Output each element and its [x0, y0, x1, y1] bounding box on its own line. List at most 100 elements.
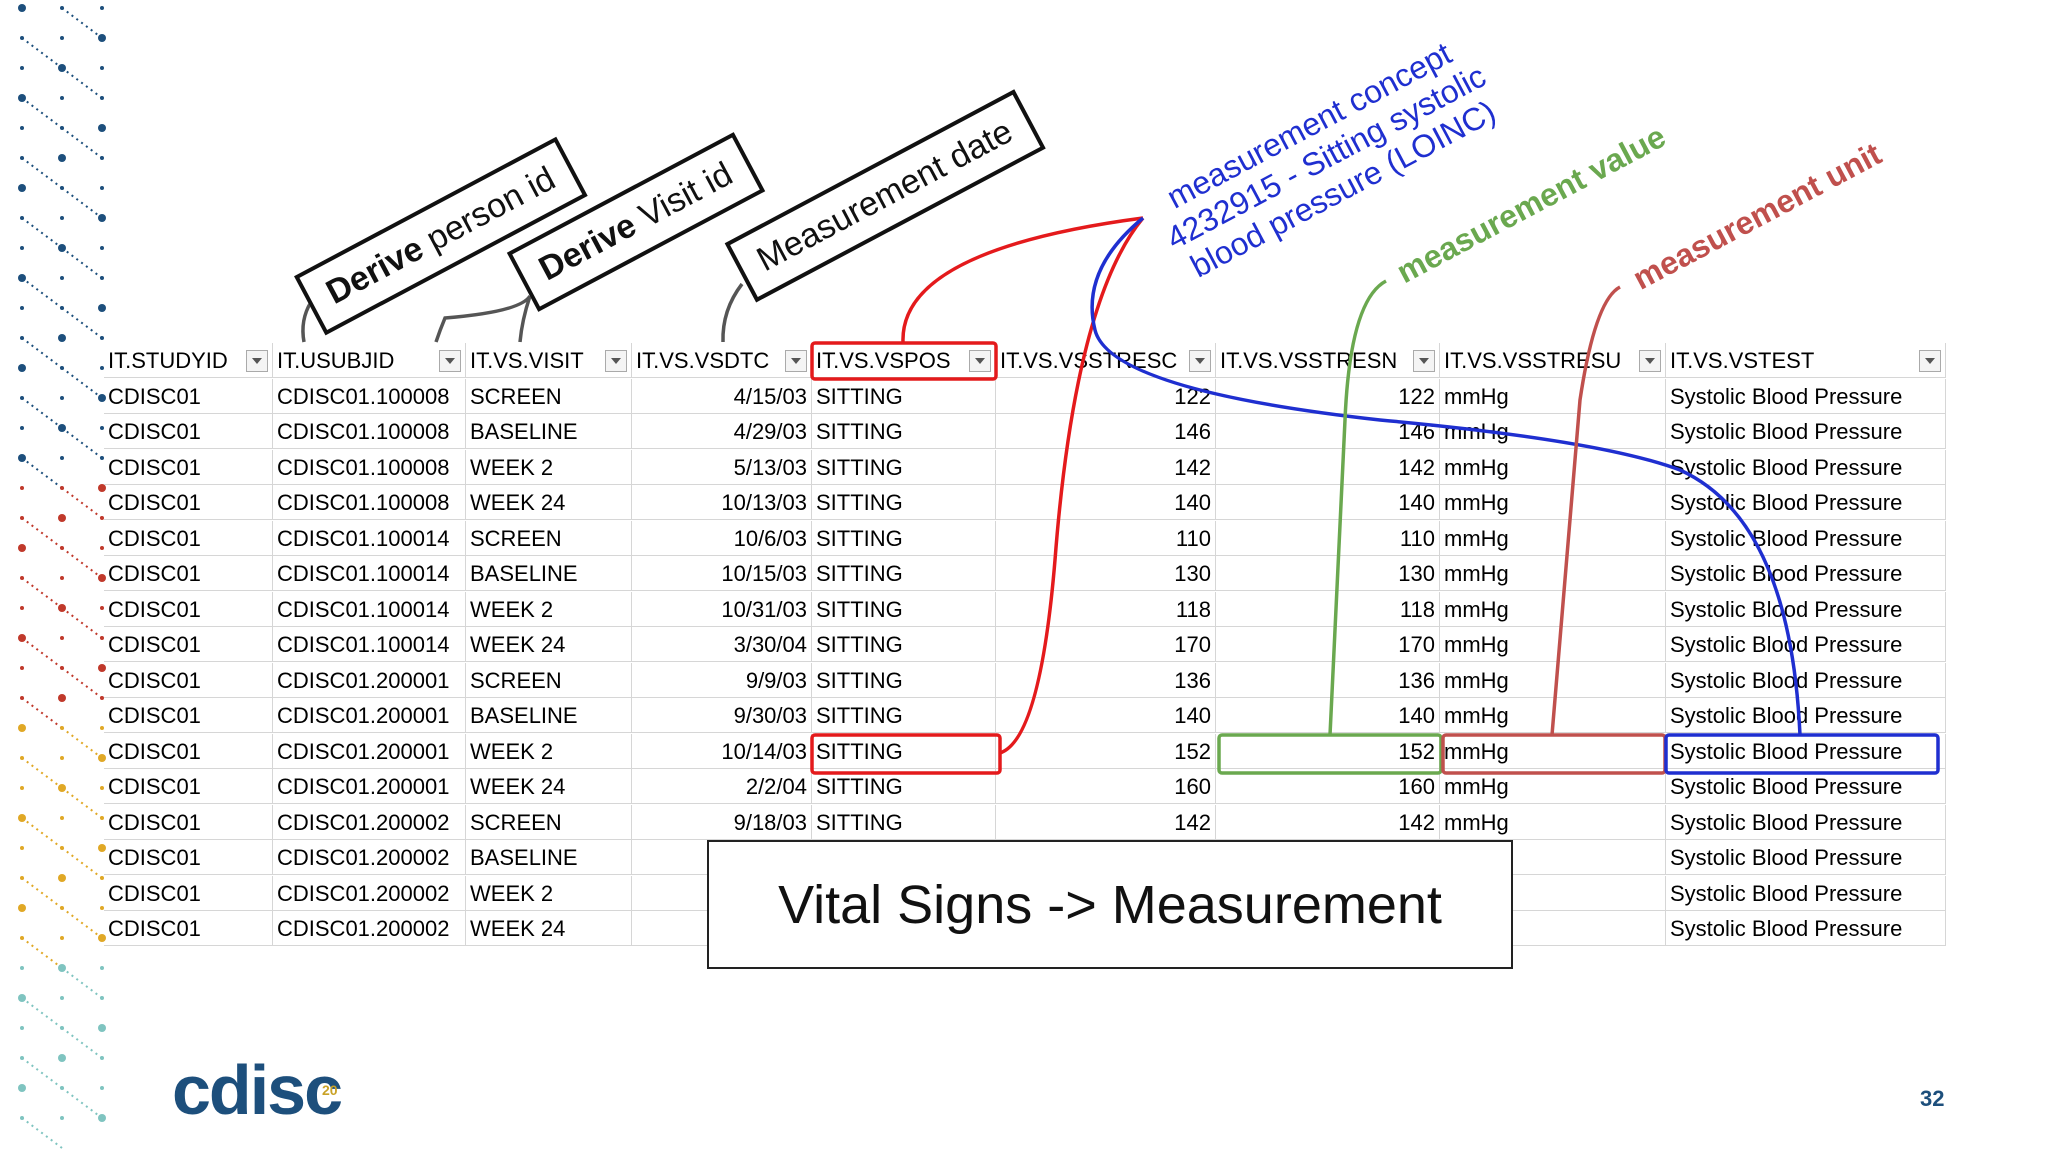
table-cell: WEEK 24: [466, 627, 632, 662]
deco-line: [21, 1117, 63, 1149]
deco-dot: [100, 246, 104, 250]
deco-line: [61, 607, 103, 639]
deco-dot: [20, 846, 24, 850]
deco-dot: [98, 34, 106, 42]
filter-button[interactable]: [605, 350, 627, 372]
table-cell: mmHg: [1440, 520, 1666, 556]
connector: [434, 294, 532, 343]
page-number: 32: [1920, 1086, 1945, 1111]
table-cell: 9/18/03: [632, 804, 812, 840]
table-cell: Systolic Blood Pressure: [1666, 769, 1946, 804]
table-cell: 2/2/04: [632, 769, 812, 804]
deco-line: [61, 787, 103, 819]
deco-dot: [98, 754, 106, 762]
deco-line: [21, 877, 63, 909]
table-cell: mmHg: [1440, 485, 1666, 520]
deco-dot: [100, 276, 104, 280]
table-cell: WEEK 24: [466, 769, 632, 804]
table-cell: CDISC01: [104, 840, 273, 875]
deco-line: [21, 577, 63, 609]
table-cell: BASELINE: [466, 414, 632, 449]
table-cell: SITTING: [812, 627, 996, 662]
deco-dot: [60, 216, 64, 220]
deco-dot: [100, 186, 104, 190]
deco-dot: [20, 606, 24, 610]
deco-line: [61, 1087, 103, 1119]
deco-dot: [20, 66, 24, 70]
deco-line: [61, 427, 103, 459]
filter-button[interactable]: [785, 350, 807, 372]
table-cell: CDISC01.100014: [273, 556, 466, 591]
table-cell: CDISC01: [104, 378, 273, 414]
deco-dot: [100, 456, 104, 460]
table-cell: 118: [996, 591, 1216, 627]
table-cell: Systolic Blood Pressure: [1666, 662, 1946, 698]
deco-dot: [98, 304, 106, 312]
table-cell: SCREEN: [466, 662, 632, 698]
table-cell: 9/30/03: [632, 698, 812, 733]
deco-line: [21, 817, 63, 849]
table-cell: CDISC01.200002: [273, 911, 466, 946]
deco-line: [61, 667, 103, 699]
deco-dot: [100, 546, 104, 550]
table-cell: 3/30/04: [632, 627, 812, 662]
table-cell: CDISC01: [104, 485, 273, 520]
deco-dot: [58, 334, 66, 342]
table-cell: 10/15/03: [632, 556, 812, 591]
deco-dot: [18, 364, 26, 372]
table-cell: CDISC01: [104, 804, 273, 840]
column-header: IT.VS.VSSTRESU: [1440, 343, 1666, 378]
connectors: [301, 216, 1940, 775]
table-cell: [1440, 840, 1666, 875]
deco-dot: [100, 906, 104, 910]
connector: [301, 301, 313, 343]
table-cell: SITTING: [812, 662, 996, 698]
table-cell: SCREEN: [466, 378, 632, 414]
table-cell: CDISC01: [104, 414, 273, 449]
table-cell: 110: [996, 520, 1216, 556]
filter-button[interactable]: [1189, 350, 1211, 372]
table-cell: CDISC01: [104, 733, 273, 769]
deco-dot: [60, 816, 64, 820]
table-cell: mmHg: [1440, 769, 1666, 804]
table-cell: 5/13/03: [632, 449, 812, 485]
table-cell: 136: [1216, 662, 1440, 698]
table-cell: CDISC01: [104, 449, 273, 485]
table-cell: 142: [1216, 449, 1440, 485]
filter-button[interactable]: [1413, 350, 1435, 372]
table-cell: 160: [996, 769, 1216, 804]
filter-button[interactable]: [439, 350, 461, 372]
filter-button[interactable]: [246, 350, 268, 372]
deco-dot: [100, 786, 104, 790]
deco-dot: [98, 574, 106, 582]
deco-line: [21, 97, 63, 129]
filter-button[interactable]: [1919, 350, 1941, 372]
table-cell: BASELINE: [466, 698, 632, 733]
table-cell: 140: [996, 698, 1216, 733]
table-cell: Systolic Blood Pressure: [1666, 804, 1946, 840]
table-cell: mmHg: [1440, 627, 1666, 662]
table-cell: CDISC01: [104, 769, 273, 804]
highlight-box: [1664, 733, 1940, 775]
deco-line: [21, 157, 63, 189]
table-cell: WEEK 24: [466, 485, 632, 520]
table-cell: SITTING: [812, 449, 996, 485]
deco-dot: [18, 1084, 26, 1092]
table-cell: 140: [1216, 698, 1440, 733]
connector: [999, 216, 1145, 755]
deco-dot: [100, 696, 104, 700]
filter-button[interactable]: [969, 350, 991, 372]
table-cell: [1440, 911, 1666, 946]
deco-dot: [20, 426, 24, 430]
table-cell: CDISC01.100008: [273, 378, 466, 414]
table-cell: Systolic Blood Pressure: [1666, 911, 1946, 946]
deco-line: [21, 757, 63, 789]
deco-dot: [100, 606, 104, 610]
table-cell: mmHg: [1440, 449, 1666, 485]
table-cell: SITTING: [812, 804, 996, 840]
deco-dot: [20, 966, 24, 970]
table-cell: mmHg: [1440, 556, 1666, 591]
table-cell: 130: [1216, 556, 1440, 591]
filter-button[interactable]: [1639, 350, 1661, 372]
